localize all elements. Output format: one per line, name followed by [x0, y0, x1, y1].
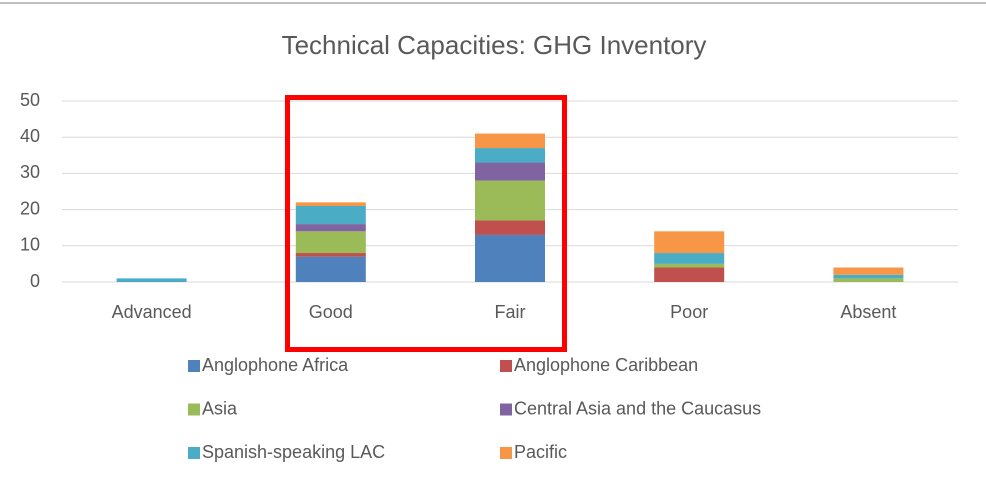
bar-segment — [295, 256, 366, 282]
bar-segment — [833, 267, 904, 275]
legend-swatch — [500, 360, 512, 372]
legend-label: Pacific — [514, 442, 567, 462]
bar-segment — [295, 253, 366, 257]
bar-segment — [654, 253, 725, 264]
bar-segment — [475, 148, 545, 163]
bar-segment — [654, 231, 725, 254]
y-tick-label: 50 — [20, 90, 40, 110]
bar-segment — [295, 231, 366, 254]
y-tick-label: 10 — [20, 235, 40, 255]
legend-label: Spanish-speaking LAC — [202, 442, 385, 462]
bar-segment — [654, 263, 725, 268]
highlight-box — [285, 95, 567, 352]
bar-segment — [475, 162, 545, 181]
x-tick-label: Absent — [840, 302, 896, 322]
bar-segment — [833, 278, 904, 282]
bar-segment — [654, 267, 725, 282]
legend-swatch — [188, 403, 200, 416]
y-tick-label: 40 — [20, 126, 40, 146]
x-tick-label: Poor — [670, 302, 708, 322]
plot: 0 10 20 30 40 50 Advanced Good Fair Poor Absent Ang… — [20, 90, 958, 462]
bar-segment — [475, 220, 545, 235]
bar-segment — [475, 180, 545, 221]
bar-segment — [295, 205, 366, 225]
bar-segment — [475, 133, 545, 149]
legend-label: Asia — [202, 398, 238, 418]
x-tick-label: Fair — [495, 302, 526, 322]
y-tick-label: 20 — [20, 198, 40, 218]
bar-segment — [475, 234, 545, 282]
chart-title: Technical Capacities: GHG Inventory — [282, 30, 707, 60]
y-tick-label: 30 — [20, 162, 40, 182]
legend-swatch — [188, 447, 200, 459]
bar-segment — [295, 202, 366, 206]
legend-label: Anglophone Africa — [202, 355, 349, 375]
legend-label: Anglophone Caribbean — [514, 355, 698, 375]
legend-swatch — [188, 360, 200, 372]
y-tick-label: 0 — [30, 271, 40, 291]
bar-segment — [116, 278, 187, 282]
bar-segment — [295, 224, 366, 232]
x-tick-label: Good — [309, 302, 353, 322]
x-tick-label: Advanced — [112, 302, 192, 322]
legend-swatch — [500, 447, 512, 459]
legend-swatch — [500, 403, 512, 416]
bar-segment — [833, 274, 904, 279]
legend-label: Central Asia and the Caucasus — [514, 398, 761, 418]
